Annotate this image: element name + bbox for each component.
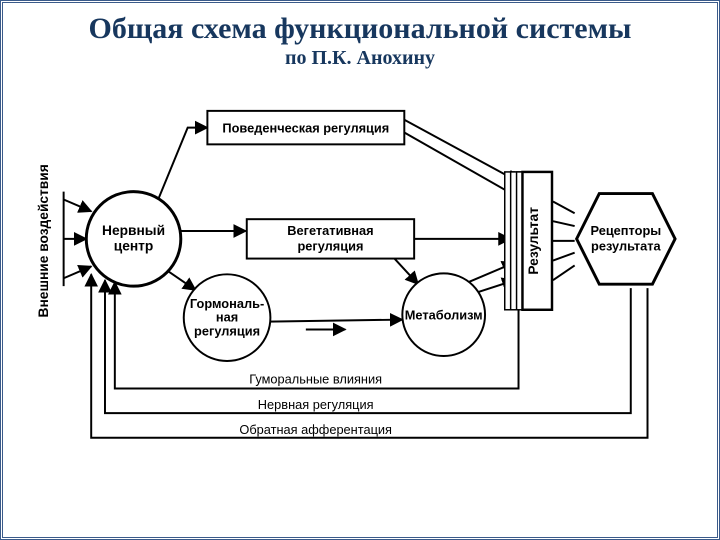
feedback-afferent-label: Обратная афферентация [239,422,392,437]
page-title: Общая схема функциональной системы [23,13,697,45]
node-hormonal-label-1: Гормональ- [190,296,264,311]
node-result-label: Результат [526,207,541,275]
node-vegetative-label-1: Вегетативная [287,223,373,238]
node-receptors-label-1: Рецепторы [590,223,661,238]
slide-frame: Общая схема функциональной системы по П.… [0,0,720,540]
feedback-nervous-label: Нервная регуляция [258,397,374,412]
node-vegetative-label-2: регуляция [297,239,363,254]
node-receptors-label-2: результата [591,239,661,254]
node-hormonal-label-3: регуляция [194,323,260,338]
node-nerve-center-label-1: Нервный [102,223,165,238]
diagram-svg: Внешние воздействия Поведенческая регуля… [18,103,702,487]
external-label: Внешние воздействия [36,164,51,317]
node-metabolism-label: Метаболизм [405,308,483,323]
feedback-group [91,274,647,437]
page-subtitle: по П.К. Анохину [3,47,717,70]
node-behavioral-label: Поведенческая регуляция [222,121,389,136]
feedback-humoral-label: Гуморальные влияния [249,372,382,387]
node-nerve-center-label-2: центр [114,239,154,254]
diagram-canvas: Внешние воздействия Поведенческая регуля… [18,103,702,487]
node-hormonal-label-2: ная [216,310,238,325]
